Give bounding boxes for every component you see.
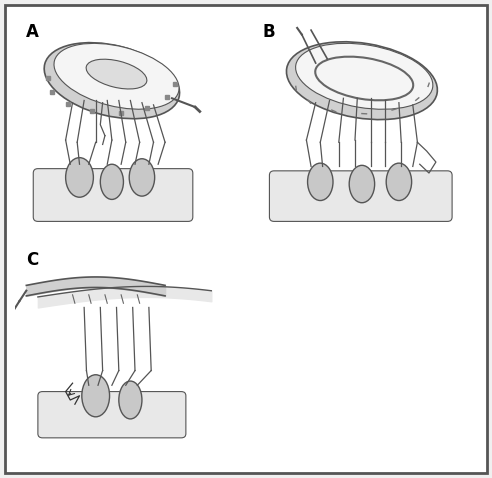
FancyBboxPatch shape xyxy=(38,391,186,438)
FancyBboxPatch shape xyxy=(33,169,193,221)
FancyBboxPatch shape xyxy=(270,171,452,221)
Ellipse shape xyxy=(308,163,333,201)
Ellipse shape xyxy=(100,164,123,199)
Ellipse shape xyxy=(129,159,154,196)
Ellipse shape xyxy=(86,59,147,89)
Ellipse shape xyxy=(349,165,374,203)
Ellipse shape xyxy=(65,158,93,197)
Ellipse shape xyxy=(286,42,437,120)
Ellipse shape xyxy=(296,43,433,109)
Text: C: C xyxy=(27,251,38,270)
Ellipse shape xyxy=(386,163,412,201)
Ellipse shape xyxy=(54,43,179,109)
Text: B: B xyxy=(263,23,275,41)
FancyBboxPatch shape xyxy=(5,5,487,473)
Text: A: A xyxy=(27,23,39,41)
Ellipse shape xyxy=(44,43,180,119)
Ellipse shape xyxy=(82,375,110,417)
Ellipse shape xyxy=(119,381,142,419)
